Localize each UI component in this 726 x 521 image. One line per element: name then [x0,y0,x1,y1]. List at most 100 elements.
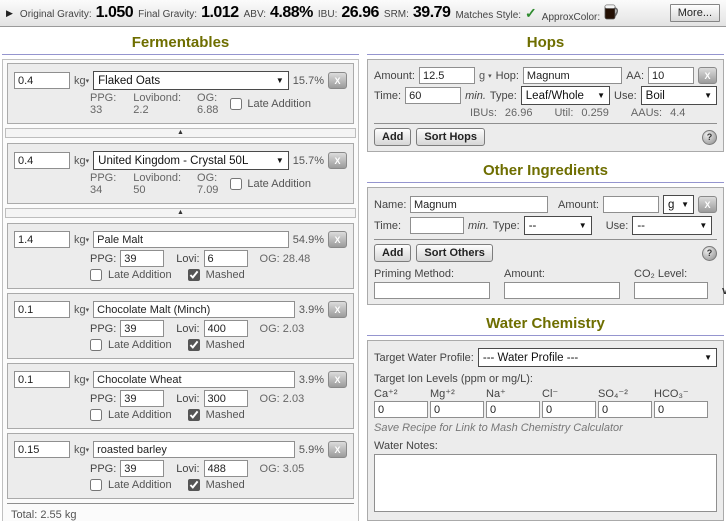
fermentable-amount-input[interactable] [14,301,70,318]
fermentables-column: Fermentables kg▾ Flaked Oats ▼ 15.7% X P… [2,30,359,521]
other-type-select[interactable]: -- ▼ [523,216,592,235]
add-other-button[interactable]: Add [374,244,412,262]
delete-button[interactable]: X [698,196,717,213]
fermentable-unit-dropdown[interactable]: kg▾ [74,373,90,386]
delete-button[interactable]: X [328,231,347,248]
na-input[interactable] [486,401,540,418]
mashed-checkbox[interactable] [187,339,200,351]
so4-input[interactable] [598,401,652,418]
lovi-input[interactable] [203,460,248,477]
late-addition-checkbox[interactable] [230,178,243,191]
more-button[interactable]: More... [669,4,720,22]
chevron-down-icon: ▼ [699,221,708,230]
fermentable-select[interactable]: United Kingdom - Crystal 50L ▼ [93,151,289,170]
fermentable-unit-dropdown[interactable]: kg▾ [74,303,90,316]
ppg-input[interactable] [120,320,165,337]
lovi-input[interactable] [203,390,248,407]
og-text: OG: 7.09 [197,172,219,196]
help-icon[interactable]: ? [702,129,717,145]
other-time-input[interactable] [410,217,464,234]
fermentable-name-input[interactable] [93,441,295,458]
help-icon[interactable]: ? [702,245,717,261]
fermentable-amount-input[interactable] [14,441,70,458]
ppg-input[interactable] [120,390,165,407]
collapse-toggle[interactable]: ▲ [5,208,356,218]
fermentable-amount-input[interactable] [14,371,70,388]
collapse-toggle[interactable]: ▲ [5,128,356,138]
water-chemistry-title: Water Chemistry [367,311,724,336]
mashed-checkbox[interactable] [187,479,200,491]
hop-name-label: Hop: [495,69,519,82]
lovi-input[interactable] [203,320,248,337]
fermentable-name-input[interactable] [93,371,295,388]
hop-amount-input[interactable] [418,67,475,84]
ca-input[interactable] [374,401,428,418]
fermentable-amount-input[interactable] [14,152,70,169]
fermentable-unit-dropdown[interactable]: kg▾ [74,233,90,246]
water-profile-select[interactable]: --- Water Profile --- ▼ [477,348,717,367]
delete-button[interactable]: X [698,67,717,84]
og-text: OG: 3.05 [259,462,305,475]
priming-method-input[interactable] [374,282,490,299]
priming-amount-input[interactable] [504,282,620,299]
util-label: Util: [554,107,574,119]
late-addition-checkbox[interactable] [90,339,102,351]
co2-unit-dropdown[interactable]: vols▾ [722,285,726,297]
fermentable-name-input[interactable] [93,301,295,318]
hop-unit-dropdown[interactable]: g ▾ [478,69,492,82]
mg-input[interactable] [430,401,484,418]
late-addition-label: Late Addition [108,409,172,421]
chevron-down-icon: ▾ [85,236,90,244]
og-text: OG: 28.48 [259,252,311,265]
fermentable-amount-input[interactable] [14,231,70,248]
sort-hops-button[interactable]: Sort Hops [416,128,485,146]
delete-button[interactable]: X [328,72,347,89]
lovi-input[interactable] [203,250,248,267]
other-unit-select[interactable]: g ▼ [662,195,694,214]
mashed-checkbox[interactable] [187,269,200,281]
fermentable-percent: 15.7% [292,154,324,167]
hop-aa-input[interactable] [648,67,694,84]
fermentable-unit-dropdown[interactable]: kg▾ [74,443,90,456]
hop-name-input[interactable] [522,67,623,84]
ion-levels-grid: Ca⁺² Mg⁺² Na⁺ Cl⁻ SO₄⁻² [374,387,717,418]
late-addition-checkbox[interactable] [90,479,102,491]
late-addition-checkbox[interactable] [230,98,243,111]
other-amount-label: Amount: [558,198,599,211]
delete-button[interactable]: X [328,371,347,388]
ppg-input[interactable] [120,460,165,477]
mashed-checkbox[interactable] [187,409,200,421]
hop-use-select[interactable]: Boil ▼ [640,86,717,105]
util-value: 0.259 [581,107,609,119]
late-addition-checkbox[interactable] [90,409,102,421]
fermentable-select[interactable]: Flaked Oats ▼ [93,71,289,90]
late-addition-checkbox[interactable] [90,269,102,281]
other-name-input[interactable] [410,196,548,213]
hop-time-input[interactable] [405,87,462,104]
ppg-text: PPG: 34 [90,172,117,196]
cl-input[interactable] [542,401,596,418]
ibus-value: 26.96 [504,107,533,119]
ppg-input[interactable] [120,250,165,267]
hco3-input[interactable] [654,401,708,418]
late-addition-label: Late Addition [247,177,311,190]
delete-button[interactable]: X [328,152,347,169]
other-use-select[interactable]: -- ▼ [632,216,713,235]
lovibond-text: Lovibond: 50 [133,172,182,196]
recipe-stats-bar: ▶ Original Gravity: 1.050 Final Gravity:… [0,0,726,27]
water-notes-textarea[interactable] [374,454,717,512]
fermentable-name-input[interactable] [93,231,289,248]
co2-level-input[interactable] [634,282,708,299]
other-amount-input[interactable] [602,196,659,213]
srm-label: SRM: [383,9,409,20]
hop-type-select[interactable]: Leaf/Whole ▼ [520,86,611,105]
expander-icon[interactable]: ▶ [6,7,13,18]
delete-button[interactable]: X [328,441,347,458]
delete-button[interactable]: X [328,301,347,318]
og-text: OG: 2.03 [259,322,305,335]
fermentable-amount-input[interactable] [14,72,70,89]
fermentable-unit-dropdown[interactable]: kg▾ [74,154,90,167]
fermentable-unit-dropdown[interactable]: kg▾ [74,74,90,87]
add-hop-button[interactable]: Add [374,128,412,146]
sort-others-button[interactable]: Sort Others [416,244,493,262]
